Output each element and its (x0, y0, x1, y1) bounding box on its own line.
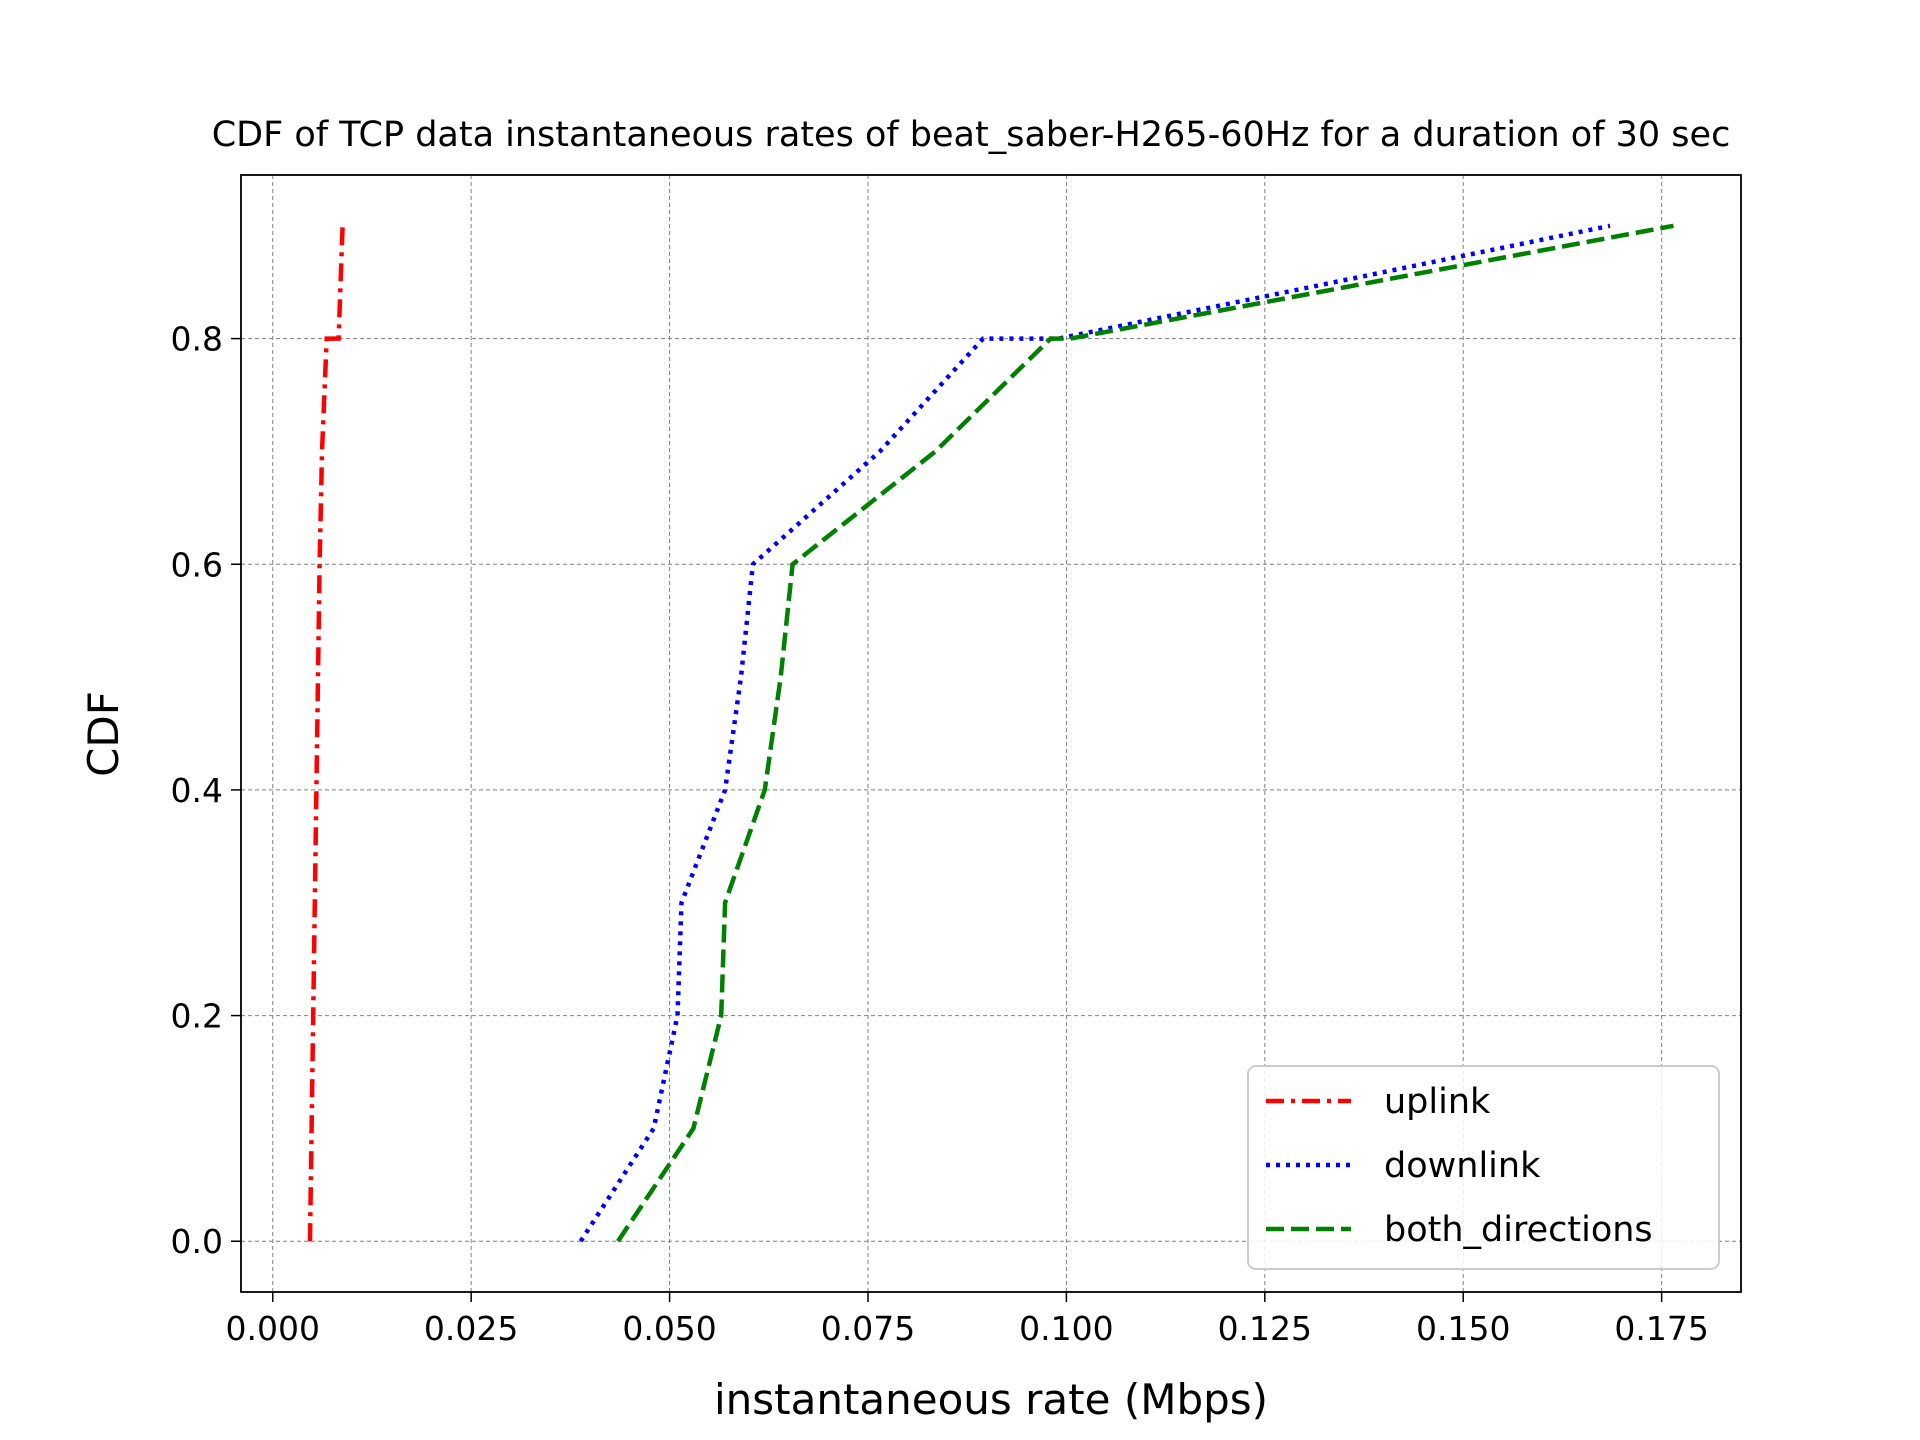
x-tick-label: 0.075 (821, 1309, 915, 1348)
series-line-both-directions (616, 223, 1674, 1243)
y-tick-label: 0.0 (171, 1222, 223, 1261)
legend-label: uplink (1384, 1082, 1491, 1122)
x-tick-label: 0.000 (226, 1309, 320, 1348)
x-tick-label: 0.125 (1218, 1309, 1312, 1348)
plot-frame (240, 174, 1742, 1293)
y-tick-label: 0.4 (171, 771, 223, 810)
legend-box (1247, 1065, 1720, 1270)
y-tick-label: 0.2 (171, 997, 223, 1036)
x-tick-label: 0.175 (1614, 1309, 1708, 1348)
x-axis-label: instantaneous rate (Mbps) (714, 1375, 1268, 1424)
y-tick-label: 0.6 (171, 545, 223, 584)
legend-label: both_directions (1384, 1210, 1653, 1250)
x-tick-label: 0.025 (424, 1309, 518, 1348)
chart-title: CDF of TCP data instantaneous rates of b… (212, 115, 1731, 155)
axis-ticks: 0.000 0.025 0.050 0.075 0.100 0.125 0.150 0.175… (171, 320, 1709, 1348)
series-lines (307, 223, 1674, 1243)
y-axis-label: CDF (79, 691, 128, 777)
x-tick-label: 0.150 (1416, 1309, 1510, 1348)
legend-label: downlink (1384, 1146, 1541, 1186)
x-tick-label: 0.100 (1019, 1309, 1113, 1348)
y-tick-label: 0.8 (171, 320, 223, 359)
series-line-downlink (578, 223, 1611, 1243)
series-line-uplink (307, 225, 345, 1242)
legend: uplink downlink both_directions (1247, 1065, 1720, 1270)
x-tick-label: 0.050 (622, 1309, 716, 1348)
